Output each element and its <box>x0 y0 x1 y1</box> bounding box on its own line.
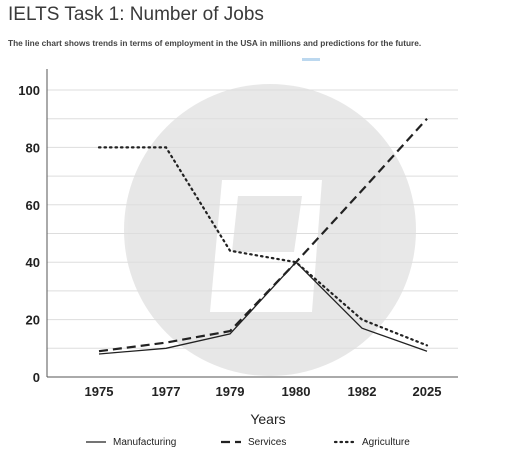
series-lines <box>97 117 429 355</box>
x-tick-label: 1982 <box>348 384 377 399</box>
grid-lines <box>47 89 458 349</box>
x-axis-title: Years <box>250 411 285 427</box>
watermark-logo <box>124 84 416 376</box>
y-tick-label: 60 <box>26 198 40 213</box>
x-tick-label: 1975 <box>85 384 114 399</box>
x-tick-label: 1980 <box>282 384 311 399</box>
y-tick-label: 20 <box>26 313 40 328</box>
x-tick-labels: 1975 1977 1979 1980 1982 2025 <box>85 384 442 399</box>
x-tick-label: 1979 <box>216 384 245 399</box>
legend-label-agriculture: Agriculture <box>362 437 410 448</box>
y-tick-label: 100 <box>18 83 40 98</box>
legend-label-services: Services <box>248 437 286 448</box>
series-line-services <box>98 117 428 353</box>
axes <box>46 69 458 378</box>
x-tick-label: 1977 <box>152 384 181 399</box>
legend-label-manufacturing: Manufacturing <box>113 437 176 448</box>
series-line-agriculture <box>97 146 429 347</box>
y-tick-label: 40 <box>26 255 40 270</box>
series-line-manufacturing <box>98 261 428 355</box>
y-tick-labels: 0 20 40 60 80 100 <box>18 83 40 385</box>
page-title: IELTS Task 1: Number of Jobs <box>8 4 264 25</box>
y-tick-label: 80 <box>26 140 40 155</box>
accent-bar <box>302 58 320 61</box>
page-subtitle: The line chart shows trends in terms of … <box>8 38 422 48</box>
legend: Manufacturing Services Agriculture <box>86 437 410 448</box>
x-tick-label: 2025 <box>413 384 442 399</box>
y-tick-label: 0 <box>33 370 40 385</box>
